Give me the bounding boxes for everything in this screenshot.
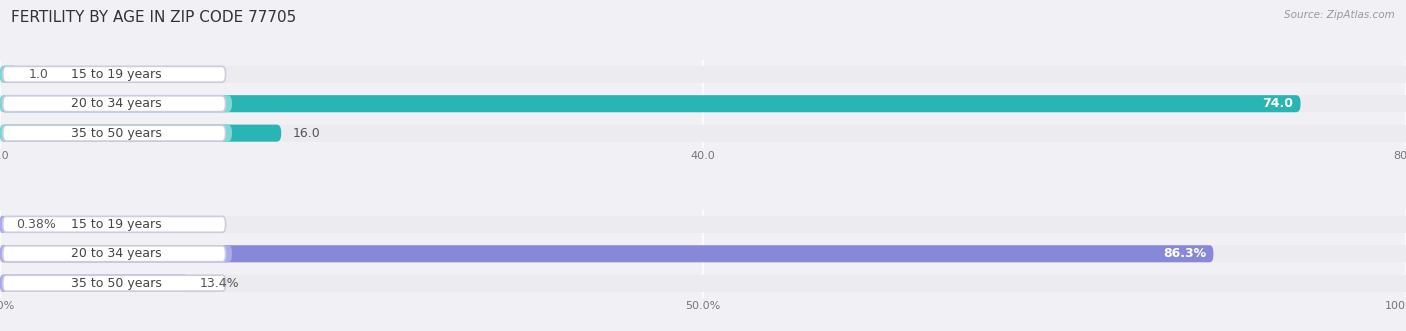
FancyBboxPatch shape [0, 124, 281, 142]
FancyBboxPatch shape [0, 275, 1406, 292]
FancyBboxPatch shape [0, 66, 17, 83]
Text: 16.0: 16.0 [292, 127, 321, 140]
Bar [0, 95, 1406, 112]
Text: 0.38%: 0.38% [17, 218, 56, 231]
FancyBboxPatch shape [3, 125, 225, 141]
Bar [0, 66, 1406, 83]
Text: 35 to 50 years: 35 to 50 years [70, 277, 162, 290]
FancyBboxPatch shape [0, 245, 1213, 262]
Text: 15 to 19 years: 15 to 19 years [70, 68, 162, 81]
Text: 1.0: 1.0 [28, 68, 49, 81]
FancyBboxPatch shape [0, 245, 1406, 262]
FancyBboxPatch shape [3, 216, 225, 232]
FancyBboxPatch shape [0, 275, 188, 292]
Bar [0, 245, 1406, 262]
FancyBboxPatch shape [3, 246, 225, 262]
FancyBboxPatch shape [0, 66, 17, 83]
FancyBboxPatch shape [0, 245, 232, 262]
FancyBboxPatch shape [0, 216, 6, 233]
Bar [0, 124, 1406, 142]
Text: 35 to 50 years: 35 to 50 years [70, 127, 162, 140]
FancyBboxPatch shape [0, 95, 232, 112]
Text: 20 to 34 years: 20 to 34 years [70, 247, 162, 260]
Text: 20 to 34 years: 20 to 34 years [70, 97, 162, 110]
Bar [0, 216, 1406, 233]
FancyBboxPatch shape [3, 66, 225, 82]
Text: FERTILITY BY AGE IN ZIP CODE 77705: FERTILITY BY AGE IN ZIP CODE 77705 [11, 10, 297, 25]
Text: 86.3%: 86.3% [1163, 247, 1206, 260]
FancyBboxPatch shape [0, 275, 188, 292]
FancyBboxPatch shape [0, 95, 1301, 112]
FancyBboxPatch shape [0, 124, 232, 142]
Bar [0, 275, 1406, 292]
FancyBboxPatch shape [0, 95, 1406, 112]
FancyBboxPatch shape [3, 96, 225, 112]
FancyBboxPatch shape [0, 216, 6, 233]
Text: Source: ZipAtlas.com: Source: ZipAtlas.com [1284, 10, 1395, 20]
Text: 15 to 19 years: 15 to 19 years [70, 218, 162, 231]
FancyBboxPatch shape [3, 275, 225, 291]
FancyBboxPatch shape [0, 66, 1406, 83]
FancyBboxPatch shape [0, 216, 1406, 233]
Text: 74.0: 74.0 [1263, 97, 1294, 110]
FancyBboxPatch shape [0, 124, 1406, 142]
Text: 13.4%: 13.4% [200, 277, 239, 290]
